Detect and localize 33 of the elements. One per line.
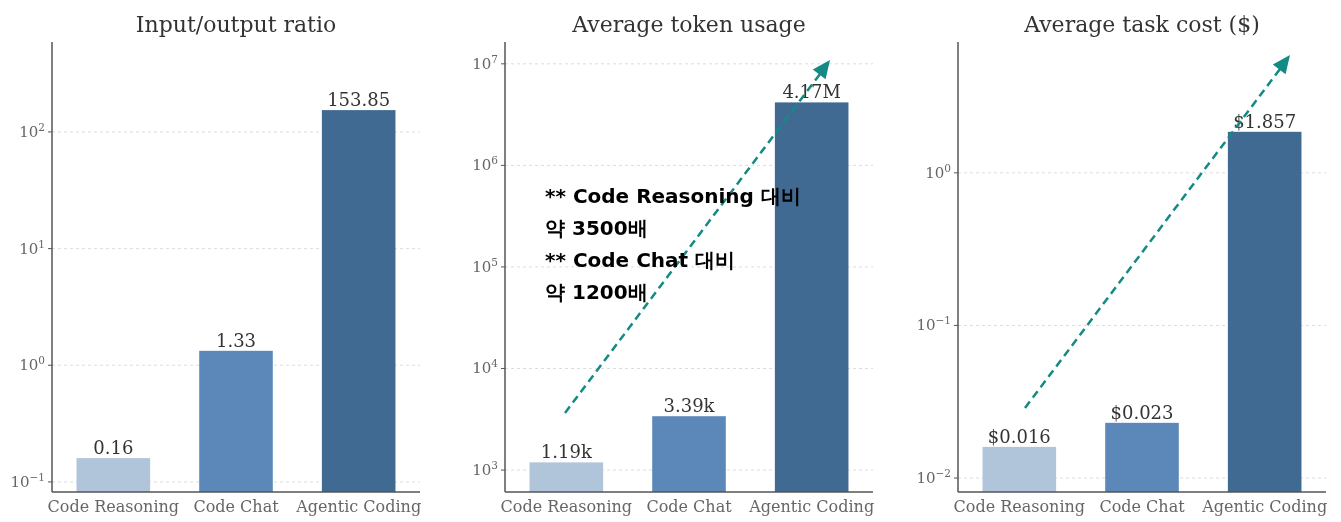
data-label: 1.19k [540, 441, 593, 463]
data-label: $0.023 [1110, 401, 1174, 423]
chart-title: Average task cost ($) [1023, 12, 1260, 37]
data-label: 0.16 [93, 437, 134, 459]
x-tick-label: Agentic Coding [748, 497, 875, 516]
y-tick-label: 10$^{0}$ [925, 161, 951, 182]
y-tick-label: 10$^{−2}$ [916, 467, 951, 488]
y-tick-label: 10$^{−1}$ [10, 470, 45, 491]
y-tick-label: 10$^{2}$ [19, 120, 45, 141]
data-label: 1.33 [215, 329, 257, 351]
data-label: $1.857 [1233, 110, 1297, 132]
x-tick-label: Code Reasoning [953, 497, 1086, 516]
data-label: $0.016 [987, 425, 1051, 447]
data-label: 3.39k [663, 395, 716, 417]
chart-title: Input/output ratio [135, 12, 337, 37]
data-label: 153.85 [327, 89, 391, 111]
x-tick-label: Agentic Coding [295, 497, 422, 516]
x-tick-label: Code Chat [1099, 497, 1186, 516]
x-tick-label: Code Chat [646, 497, 733, 516]
y-tick-label: 10$^{7}$ [472, 52, 498, 73]
chart-title: Average token usage [571, 12, 806, 37]
y-tick-label: 10$^{0}$ [19, 354, 45, 375]
y-tick-label: 10$^{−1}$ [916, 314, 951, 335]
y-tick-label: 10$^{5}$ [472, 255, 498, 276]
x-tick-label: Code Reasoning [500, 497, 633, 516]
data-label: 4.17M [782, 81, 841, 103]
y-tick-label: 10$^{1}$ [19, 237, 45, 258]
y-tick-label: 10$^{3}$ [472, 459, 498, 480]
y-tick-label: 10$^{6}$ [472, 154, 499, 175]
x-tick-label: Code Chat [193, 497, 280, 516]
x-tick-label: Code Reasoning [47, 497, 180, 516]
x-tick-label: Agentic Coding [1201, 497, 1328, 516]
y-tick-label: 10$^{4}$ [472, 357, 499, 378]
